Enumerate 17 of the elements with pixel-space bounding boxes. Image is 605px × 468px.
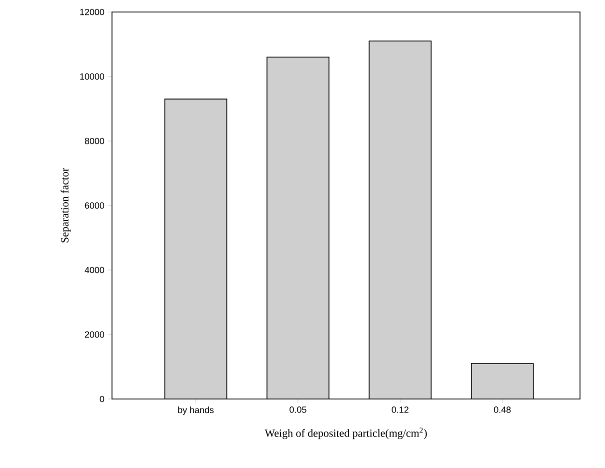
y-tick-label: 0 [100,396,104,402]
y-tick-label: 12000 [80,8,104,16]
y-tick-label: 10000 [80,73,104,80]
x-tick-label: 0.12 [392,406,408,413]
x-tick-label: by hands [178,406,214,415]
x-axis-title: Weigh of deposited particle(mg/cm$^{2}$) [264,428,427,440]
bar [368,40,432,399]
x-tick-label: 0.48 [494,406,511,413]
y-axis-title: Separation factor [60,168,71,242]
y-tick-label: 2000 [84,331,104,338]
bar [266,56,330,399]
y-tick-label: 4000 [84,266,104,274]
y-tick-label: 8000 [84,138,104,144]
y-tick-label: 6000 [84,202,104,209]
x-tick-label: 0.05 [290,406,306,413]
bar [470,363,534,399]
bar [164,98,228,399]
